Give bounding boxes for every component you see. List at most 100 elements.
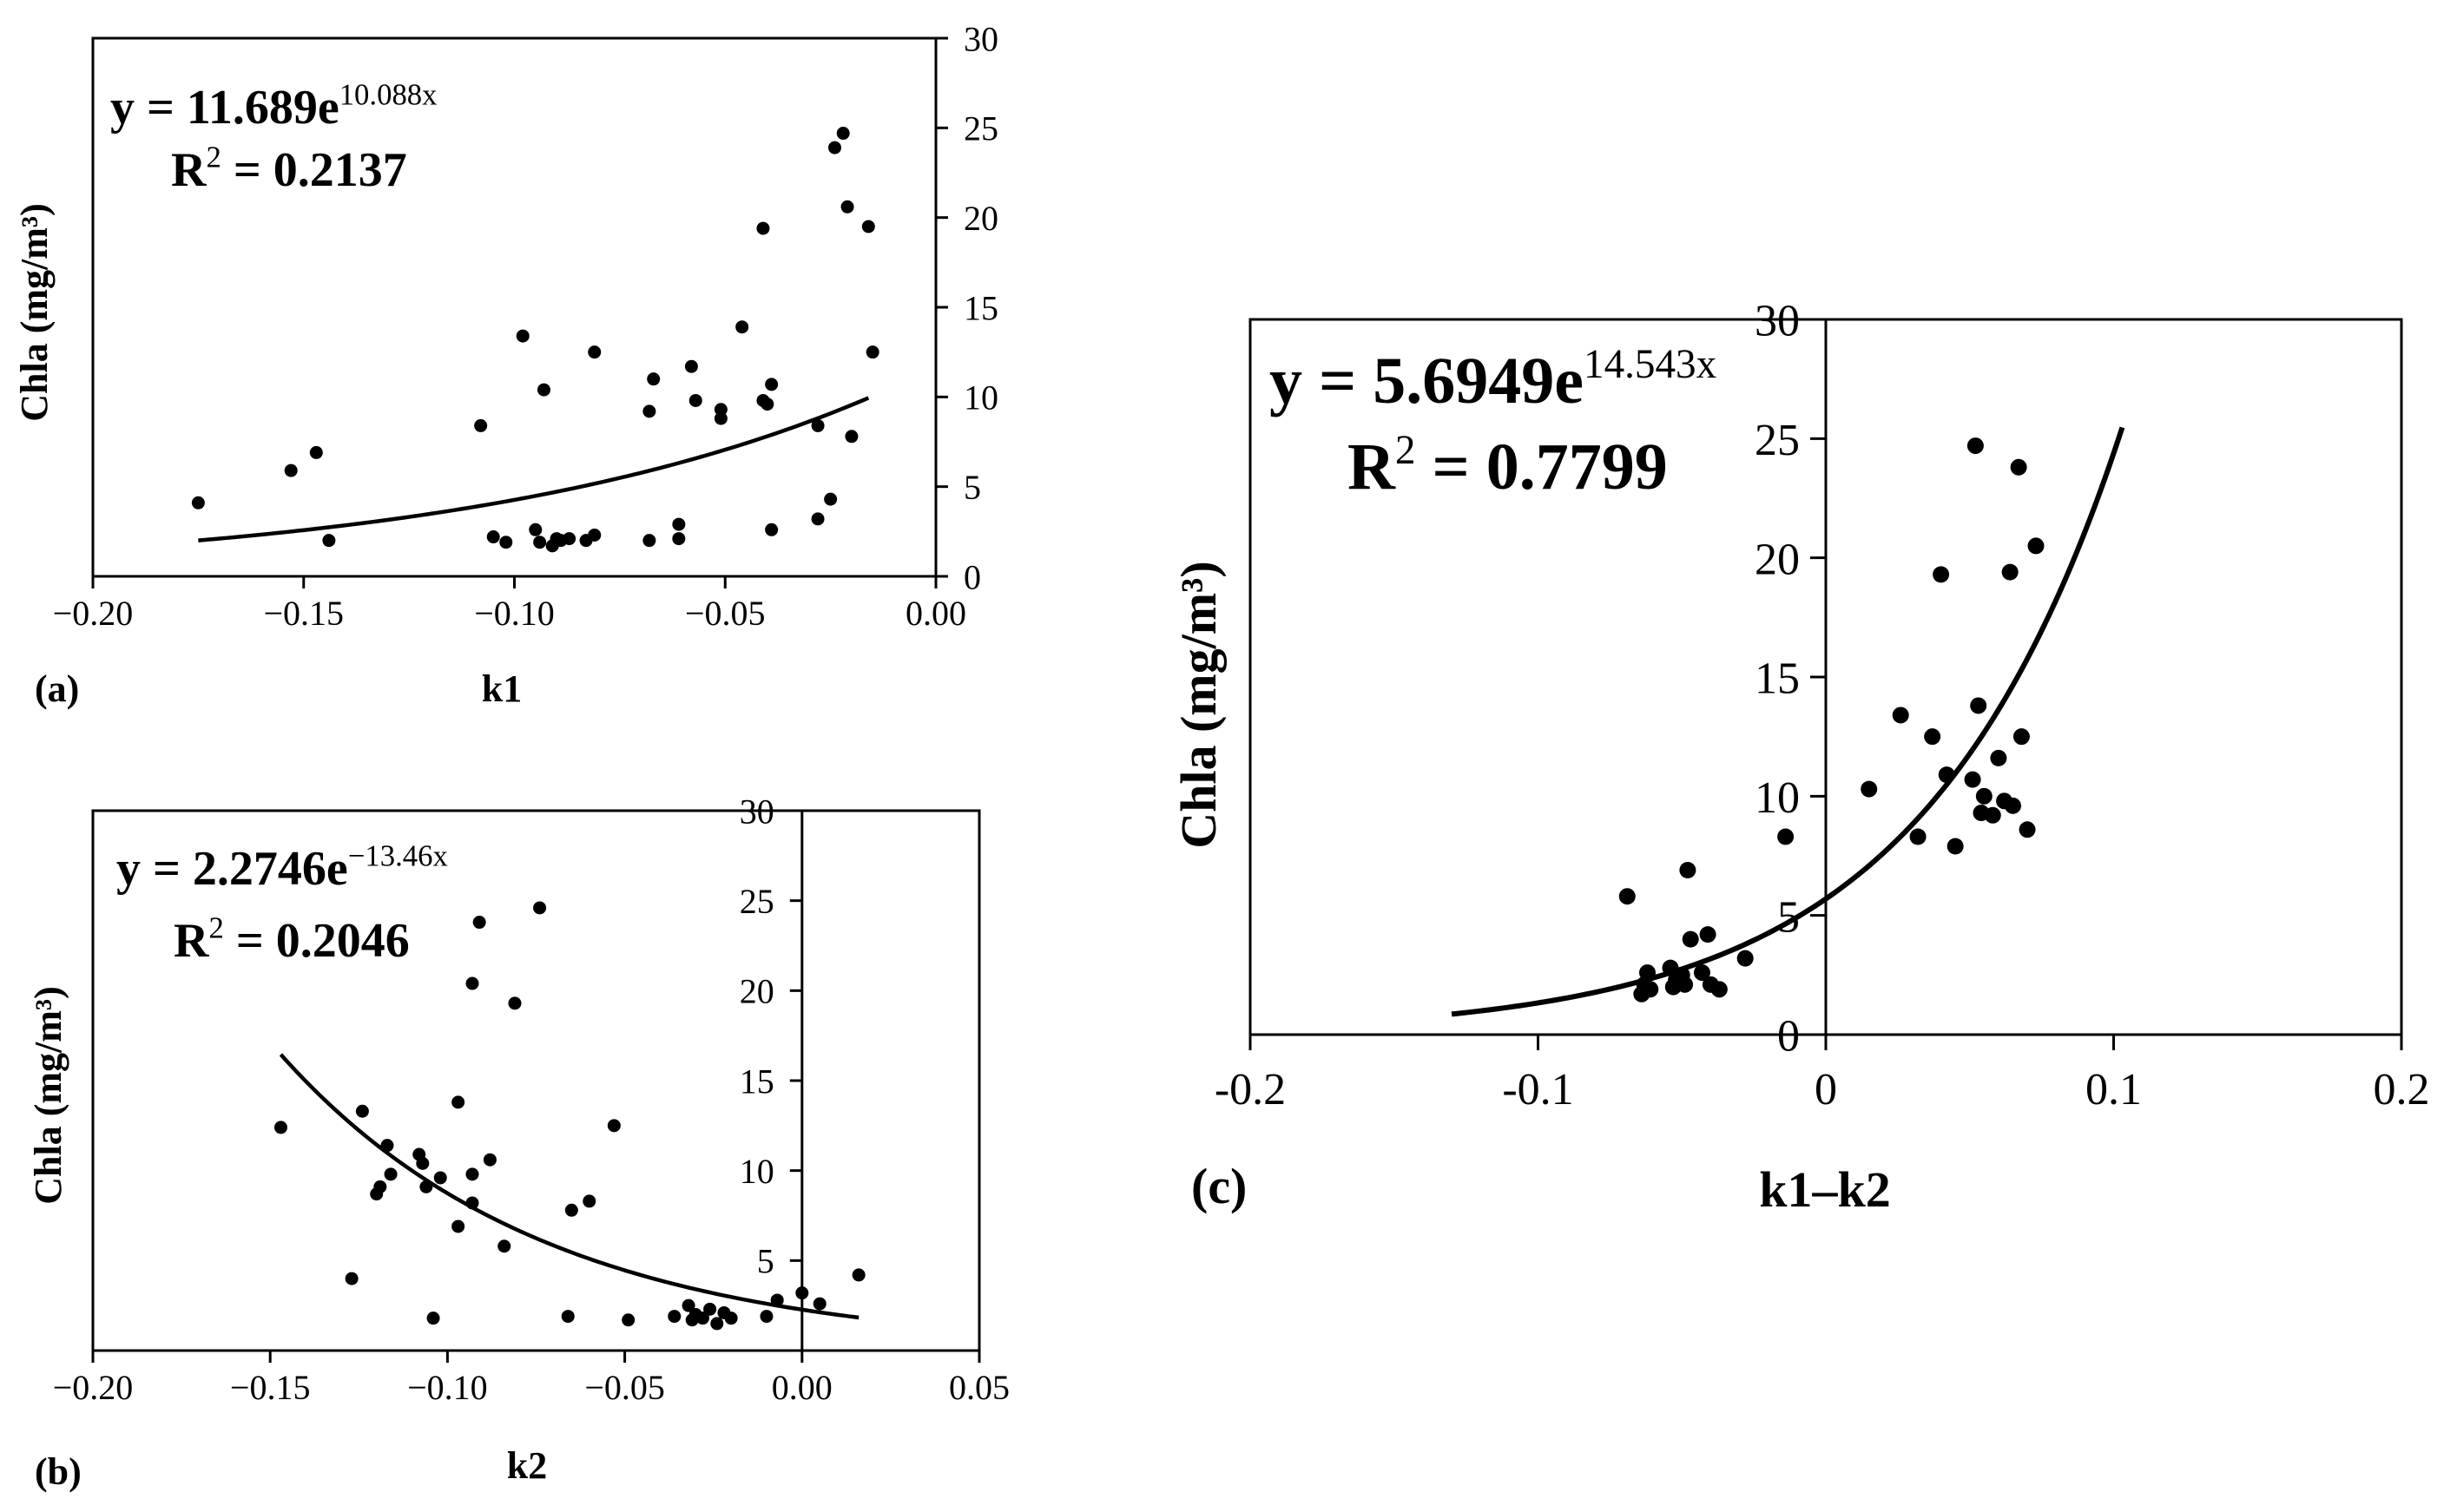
panel-c-data-point	[1736, 950, 1754, 967]
panel-c-data-point	[1909, 828, 1927, 845]
panel-b-x-axis-title: k2	[507, 1444, 547, 1487]
panel-b-fit-curve	[279, 1053, 860, 1320]
panel-a-y-axis-title: Chla (mg/m³)	[13, 203, 56, 422]
panel-b-data-point	[795, 1286, 809, 1300]
panel-b-data-point	[426, 1311, 440, 1325]
panel-b-data-point	[564, 1203, 578, 1217]
panel-a-y-tick-label: 15	[964, 288, 998, 327]
panel-b-x-tick-label: 0.05	[949, 1368, 1010, 1407]
panel-b-data-point	[607, 1119, 621, 1133]
panel-b-data-point	[465, 976, 479, 990]
panel-a-y-tick-label: 30	[964, 19, 998, 58]
panel-b-data-point	[760, 1310, 774, 1324]
panel-c-data-point	[1984, 806, 2001, 824]
panel-a-data-point	[474, 418, 488, 432]
panel-a-data-point	[191, 496, 205, 509]
panel-c-data-point	[1642, 981, 1659, 998]
panel-a-x-tick-label: 0.00	[906, 594, 966, 633]
panel-a-x-tick-label: −0.15	[263, 594, 344, 633]
panel-c-fit-curve	[1451, 426, 2125, 1017]
panel-a-x-tick-label: −0.05	[685, 594, 766, 633]
panel-b-data-point	[465, 1167, 479, 1181]
panel-b-x-tick-label: −0.05	[584, 1368, 665, 1407]
panel-c-data-point	[1699, 926, 1716, 943]
panel-b-data-point	[770, 1293, 784, 1307]
panel-b-data-point	[472, 916, 486, 930]
panel-a-data-point	[866, 345, 879, 359]
panel-b-equation-exponent: −13.46x	[348, 839, 448, 873]
panel-a-fit-curve	[198, 396, 870, 542]
panel-b-data-point	[710, 1317, 724, 1331]
panel-a-data-point	[642, 534, 656, 548]
panel-c-data-point	[1892, 707, 1909, 724]
panel-c-data-point	[1966, 437, 1984, 455]
panel-c-equation-base: y = 5.6949e	[1269, 345, 1584, 417]
panel-c-x-tick-label: -0.2	[1215, 1065, 1286, 1114]
panel-a-data-point	[588, 528, 602, 542]
panel-b-data-point	[416, 1156, 430, 1170]
panel-b-data-point	[622, 1313, 636, 1327]
panel-a-data-point	[647, 372, 661, 386]
panel-a-y-tick-label: 25	[964, 109, 998, 148]
panel-b-data-point	[273, 1121, 287, 1134]
panel-c-data-point	[2019, 821, 2036, 838]
panel-c-data-point	[1618, 888, 1636, 905]
panel-c-y-tick-label: 20	[1755, 535, 1800, 584]
panel-c-data-point	[1990, 749, 2007, 766]
panel-b-data-point	[682, 1298, 695, 1312]
panel-a-data-point	[811, 418, 825, 432]
panel-b-data-point	[465, 1196, 479, 1210]
panel-a-data-point	[322, 534, 336, 548]
panel-b-data-point	[668, 1310, 682, 1324]
panel-a-r-squared: R2 = 0.2137	[171, 141, 407, 197]
panel-a-data-point	[735, 320, 749, 334]
panel-c-y-tick-label: 25	[1755, 416, 1800, 465]
panel-b-plot-frame	[91, 809, 981, 1352]
panel-b-r-squared-value: = 0.2046	[224, 914, 410, 968]
panel-b-y-tick-label: 25	[740, 882, 774, 921]
panel-c-data-point	[1777, 828, 1795, 845]
panel-c-data-point	[1938, 766, 1955, 784]
panel-c-x-tick-label: 0	[1815, 1065, 1837, 1114]
panel-b-label: (b)	[35, 1450, 82, 1493]
panel-a-data-point	[836, 127, 850, 141]
panel-c-data-point	[1970, 697, 1987, 714]
panel-a-y-tick-label: 10	[964, 378, 998, 417]
panel-b-x-tick-label: 0.00	[772, 1368, 833, 1407]
panel-b-data-point	[703, 1302, 717, 1316]
panel-b-data-point	[380, 1139, 394, 1153]
panel-c-r-squared-label: R	[1347, 431, 1396, 503]
panel-a-data-point	[765, 378, 779, 391]
panel-c-data-point	[2027, 537, 2045, 555]
panel-b-equation-base: y = 2.2746e	[116, 842, 348, 896]
panel-b-data-point	[852, 1268, 866, 1282]
panel-b-x-tick-label: −0.10	[407, 1368, 488, 1407]
panel-b-data-point	[695, 1311, 709, 1325]
panel-c-y-tick-label: 10	[1755, 773, 1800, 823]
panel-b-y-axis-title: Chla (mg/m³)	[27, 986, 69, 1205]
panel-a-data-point	[861, 220, 875, 233]
panel-b-data-point	[813, 1297, 827, 1311]
panel-b-x-tick-label: −0.20	[53, 1368, 134, 1407]
panel-c-r-squared: R2 = 0.7799	[1347, 428, 1668, 503]
panel-b-data-point	[373, 1180, 387, 1193]
panel-c-x-tick-label: 0.1	[2085, 1065, 2142, 1114]
panel-b-data-point	[419, 1180, 433, 1193]
panel-a-data-point	[840, 200, 854, 214]
panel-b-y-tick-label: 20	[740, 972, 774, 1011]
panel-c-data-point	[2012, 728, 2030, 746]
panel-a-data-point	[284, 463, 298, 477]
panel-a-data-point	[486, 530, 500, 544]
panel-b-data-point	[384, 1167, 398, 1181]
panel-a-data-point	[765, 523, 779, 536]
panel-c-data-point	[1710, 981, 1728, 998]
panel-c-y-tick-label: 15	[1755, 654, 1800, 704]
panel-b-equation: y = 2.2746e−13.46x	[116, 839, 448, 896]
panel-b-y-tick-label: 30	[740, 792, 774, 831]
panel-a-data-point	[499, 536, 513, 549]
panel-b-data-point	[583, 1194, 596, 1208]
panel-a-data-point	[672, 532, 686, 546]
panel-c-x-axis-title: k1–k2	[1759, 1161, 1891, 1218]
panel-c-data-point	[2004, 797, 2021, 814]
